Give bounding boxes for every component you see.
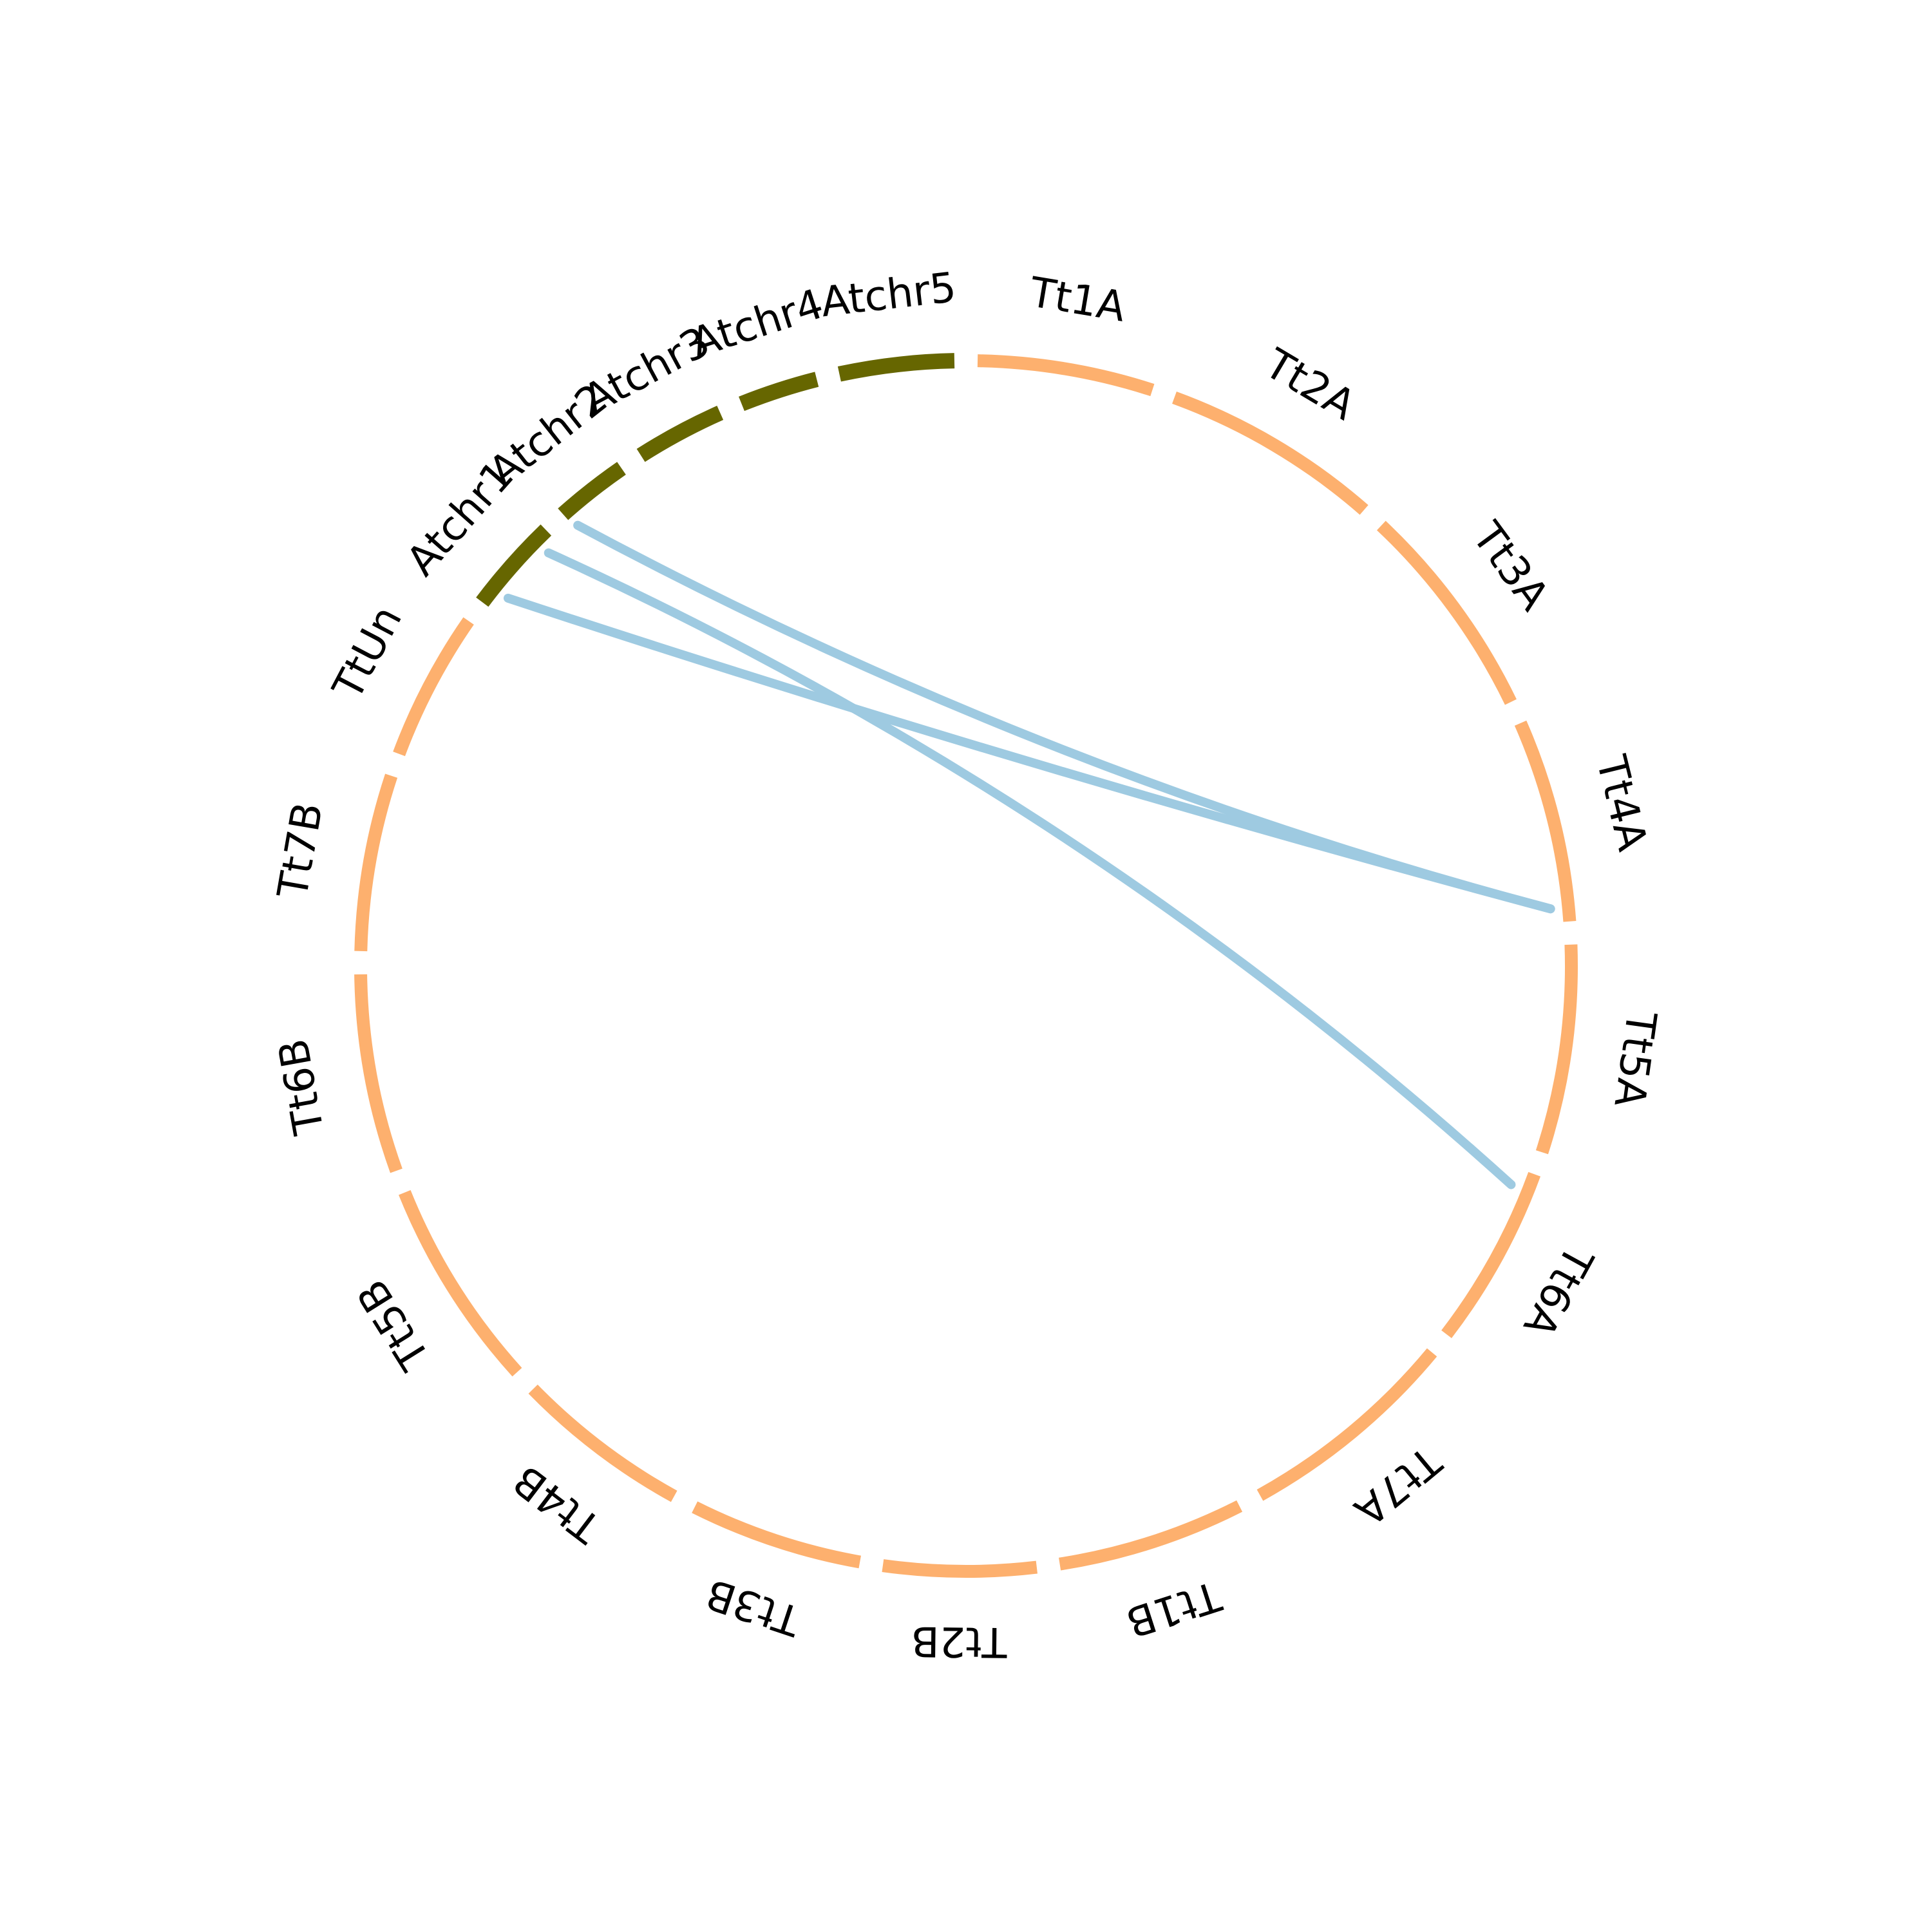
label-tt1b: Tt1B bbox=[1121, 1571, 1227, 1645]
chromosome-labels: Tt1A Tt2A Tt3A Tt4A Tt5A Tt6A Tt7A Tt1B Tt2B Tt3B… bbox=[269, 264, 1665, 1665]
segment-atchr2 bbox=[558, 462, 626, 520]
label-tt5b: Tt5B bbox=[348, 1271, 440, 1378]
link-atchr2-tt4a-2 bbox=[573, 520, 1555, 914]
label-atchr5: Atchr5 bbox=[819, 264, 959, 327]
segment-tt4a bbox=[1514, 720, 1577, 922]
segment-tt3b bbox=[692, 1501, 861, 1569]
label-tt7a: Tt7A bbox=[1345, 1436, 1450, 1535]
segment-atchr4 bbox=[739, 372, 819, 412]
segment-tt2a bbox=[1172, 392, 1368, 515]
label-tt5a: Tt5A bbox=[1604, 1008, 1665, 1110]
label-tt4a: Tt4A bbox=[1586, 750, 1656, 855]
chromosome-segments bbox=[354, 353, 1578, 1578]
segment-tt1a bbox=[977, 354, 1155, 397]
segment-atchr1 bbox=[476, 524, 552, 607]
segment-tt3a bbox=[1376, 520, 1517, 705]
label-tt4b: Tt4B bbox=[505, 1455, 611, 1552]
segment-tt7b bbox=[354, 773, 398, 952]
label-ttun: TtUn bbox=[324, 598, 412, 708]
segment-tt6b bbox=[354, 974, 402, 1173]
label-tt7b: Tt7B bbox=[269, 799, 333, 902]
synteny-links bbox=[503, 520, 1555, 1189]
segment-tt5a bbox=[1535, 944, 1578, 1155]
link-atchr1-tt6a-1 bbox=[544, 548, 1516, 1189]
label-tt3a: Tt3A bbox=[1463, 513, 1558, 620]
label-tt2a: Tt2A bbox=[1256, 340, 1363, 430]
segment-tt6a bbox=[1441, 1171, 1541, 1338]
segment-tt7a bbox=[1256, 1348, 1437, 1501]
label-tt6a: Tt6A bbox=[1513, 1237, 1602, 1345]
label-atchr4: Atchr4 bbox=[685, 280, 829, 367]
segment-tt4b bbox=[528, 1384, 677, 1502]
label-tt3b: Tt3B bbox=[700, 1569, 806, 1644]
segment-ttun bbox=[393, 617, 474, 757]
label-tt6b: Tt6B bbox=[270, 1035, 334, 1139]
segment-tt5b bbox=[399, 1189, 522, 1377]
segment-atchr5 bbox=[837, 353, 955, 382]
segment-tt2b bbox=[882, 1559, 1038, 1578]
segment-tt1b bbox=[1059, 1500, 1243, 1571]
label-tt2b: Tt2B bbox=[911, 1617, 1008, 1666]
label-tt1a: Tt1A bbox=[1026, 269, 1129, 332]
segment-atchr3 bbox=[636, 406, 724, 462]
